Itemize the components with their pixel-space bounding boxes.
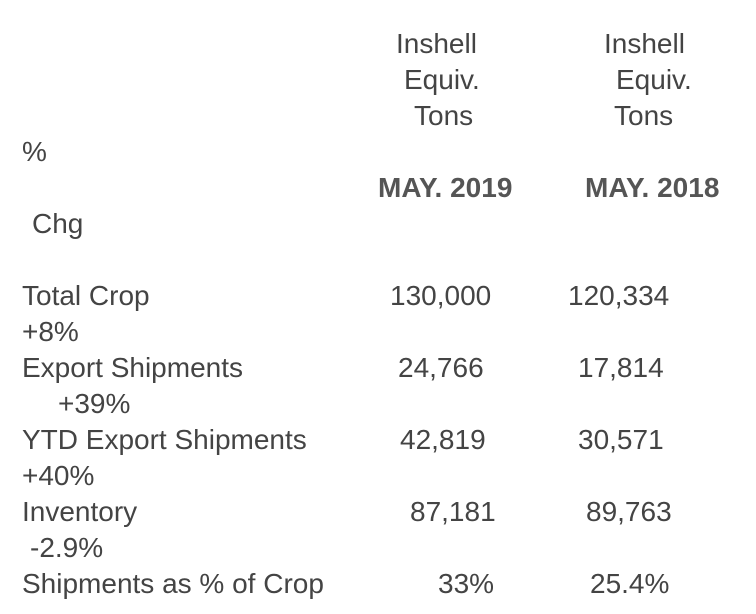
row-value-2019-total-crop: 130,000 <box>390 280 492 311</box>
row-value-2018-shipments-pct-crop: 25.4% <box>590 568 670 599</box>
row-value-2019-ytd-export-shipments: 42,819 <box>400 424 486 455</box>
col1-header-line2: Equiv. <box>404 64 480 95</box>
row-label-ytd-export-shipments: YTD Export Shipments <box>22 424 307 455</box>
row-label-total-crop: Total Crop <box>22 280 150 311</box>
row-chg-export-shipments: +39% <box>58 388 131 419</box>
row-label-export-shipments: Export Shipments <box>22 352 243 383</box>
row-value-2019-inventory: 87,181 <box>410 496 496 527</box>
row-value-2018-export-shipments: 17,814 <box>578 352 664 383</box>
row-value-2018-ytd-export-shipments: 30,571 <box>578 424 664 455</box>
row-chg-ytd-export-shipments: +40% <box>22 460 95 491</box>
col1-header-line3: Tons <box>414 100 474 131</box>
row-value-2019-export-shipments: 24,766 <box>398 352 484 383</box>
row-value-2019-shipments-pct-crop: 33% <box>438 568 495 599</box>
col2-header-line1: Inshell <box>604 28 685 59</box>
row-chg-total-crop: +8% <box>22 316 79 347</box>
row-value-2018-inventory: 89,763 <box>586 496 672 527</box>
row-label-inventory: Inventory <box>22 496 138 527</box>
pct-symbol: % <box>22 136 47 167</box>
chg-label: Chg <box>32 208 84 239</box>
col2-header-line2: Equiv. <box>616 64 692 95</box>
row-chg-inventory: -2.9% <box>30 532 104 563</box>
col1-period-label: MAY. 2019 <box>378 172 513 203</box>
row-value-2018-total-crop: 120,334 <box>568 280 670 311</box>
col2-header-line3: Tons <box>614 100 674 131</box>
col1-header-line1: Inshell <box>396 28 477 59</box>
col2-period-label: MAY. 2018 <box>585 172 720 203</box>
row-label-shipments-pct-crop: Shipments as % of Crop <box>22 568 324 599</box>
